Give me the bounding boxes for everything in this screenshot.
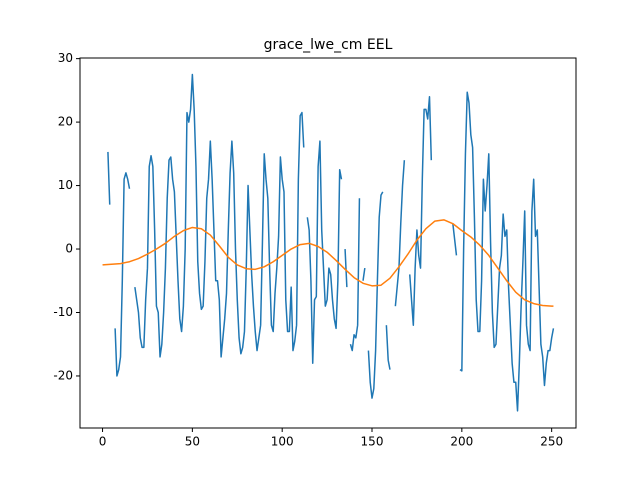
- x-tick-label: 50: [185, 435, 200, 449]
- y-tick-label: 10: [58, 178, 73, 192]
- y-tick-label: -10: [53, 305, 73, 319]
- y-tick-label: 30: [58, 51, 73, 65]
- data-line: [102, 219, 554, 307]
- chart-title: grace_lwe_cm EEL: [264, 37, 393, 53]
- y-tick-label: 0: [65, 242, 73, 256]
- y-tick-label: 20: [58, 115, 73, 129]
- y-tick-label: -20: [53, 368, 73, 382]
- axes-frame: [79, 57, 577, 429]
- x-tick-label: 250: [540, 435, 563, 449]
- data-line: [107, 73, 555, 412]
- x-tick-label: 150: [361, 435, 384, 449]
- x-tick-label: 200: [450, 435, 473, 449]
- x-tick-label: 0: [99, 435, 107, 449]
- x-tick-label: 100: [271, 435, 294, 449]
